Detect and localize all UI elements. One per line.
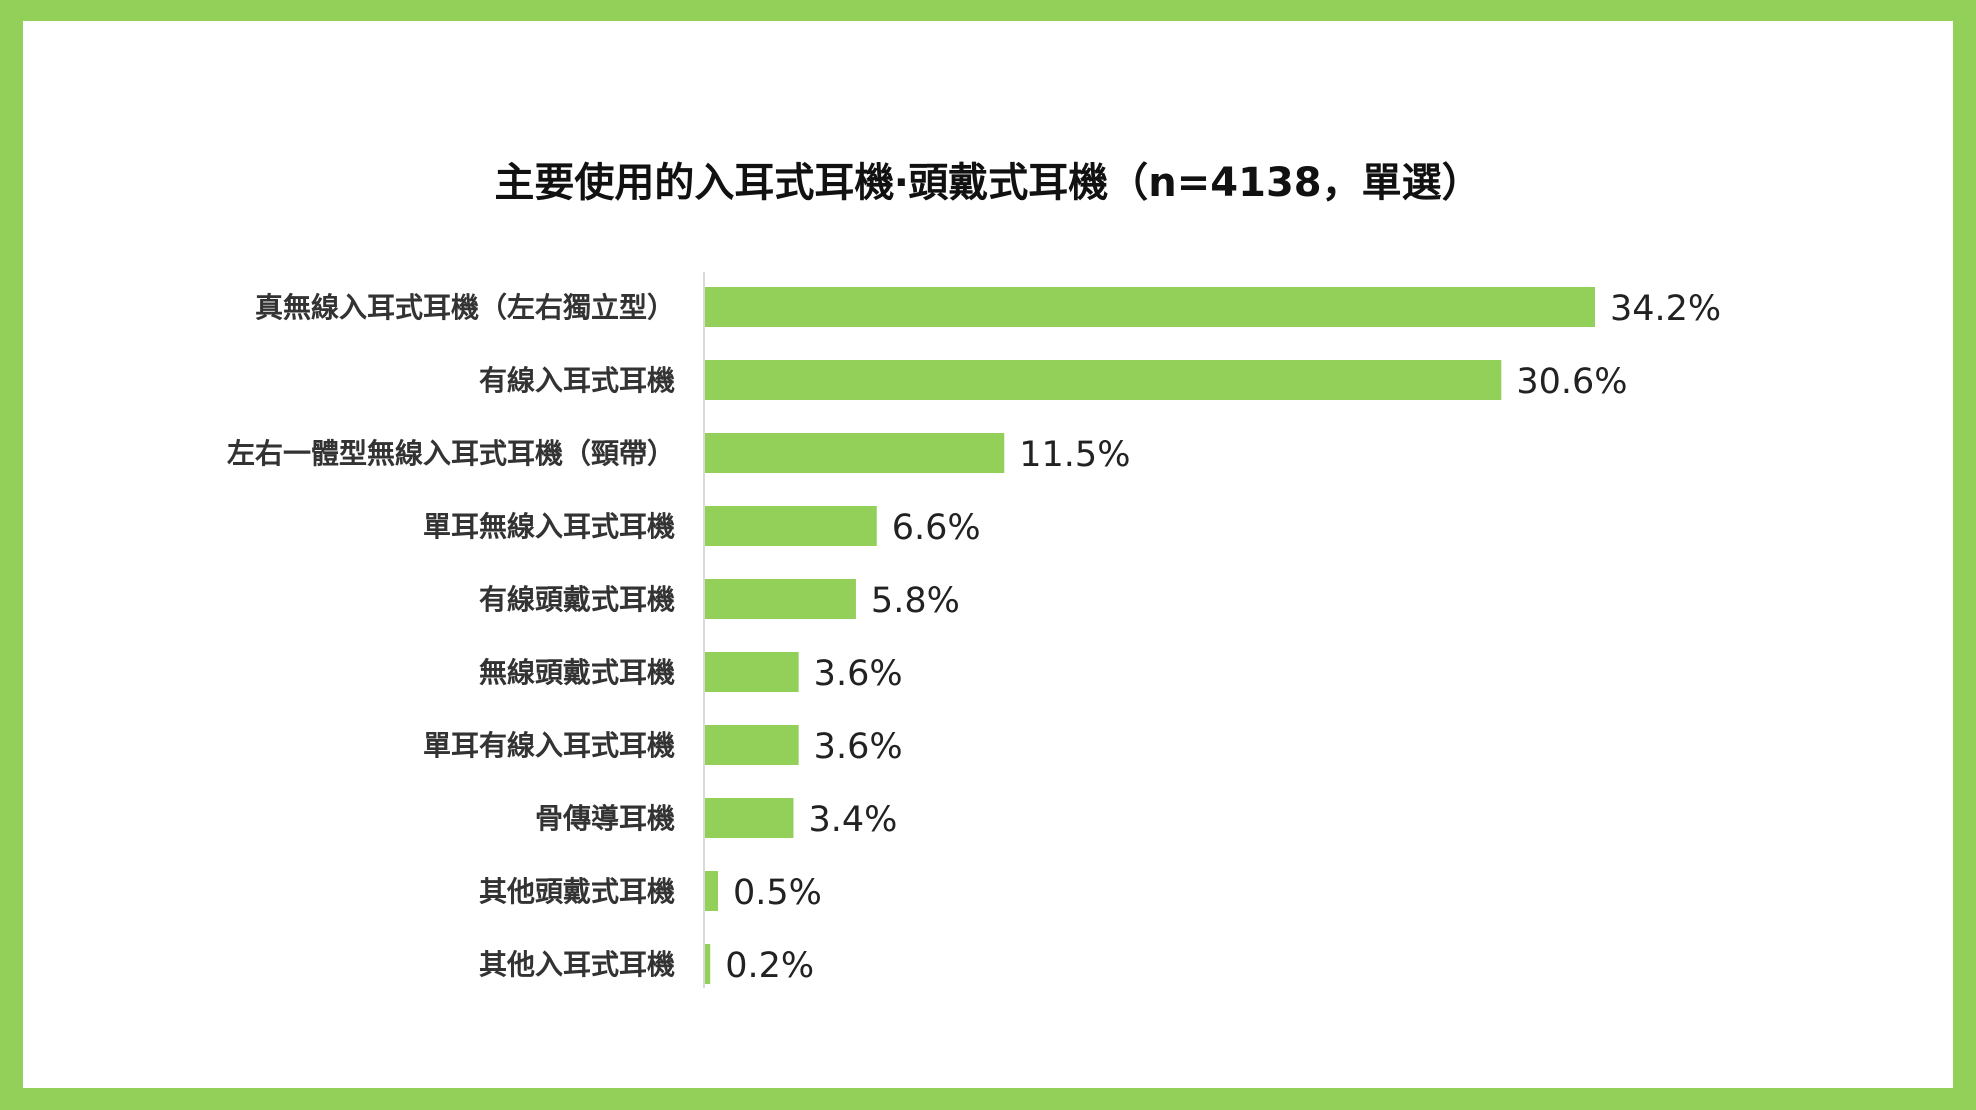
value-label: 0.2% — [725, 946, 814, 986]
bar — [705, 360, 1502, 400]
value-label: 11.5% — [1019, 435, 1130, 475]
value-label: 3.4% — [808, 800, 897, 840]
bar — [705, 287, 1595, 327]
category-label: 其他入耳式耳機 — [479, 948, 675, 981]
value-label: 5.8% — [871, 581, 960, 621]
bar — [705, 506, 877, 546]
value-label: 6.6% — [892, 508, 981, 548]
value-label: 34.2% — [1610, 289, 1721, 329]
bar — [705, 652, 799, 692]
bar — [705, 798, 794, 838]
bars-group: 真無線入耳式耳機（左右獨立型） 34.2% 有線入耳式耳機 30.6% 左右一體型無線入… — [227, 287, 1721, 986]
value-label: 3.6% — [814, 654, 903, 694]
chart-title: 主要使用的入耳式耳機‧頭戴式耳機（n=4138，單選） — [494, 160, 1482, 206]
category-label: 單耳有線入耳式耳機 — [423, 729, 675, 762]
category-label: 單耳無線入耳式耳機 — [423, 510, 675, 543]
category-label: 無線頭戴式耳機 — [479, 656, 675, 689]
category-label: 骨傳導耳機 — [535, 802, 675, 835]
value-label: 30.6% — [1516, 362, 1627, 402]
category-label: 其他頭戴式耳機 — [479, 875, 675, 908]
bar — [705, 871, 719, 911]
category-label: 真無線入耳式耳機（左右獨立型） — [255, 291, 675, 324]
value-label: 3.6% — [814, 727, 903, 767]
bar — [705, 725, 799, 765]
bar — [705, 433, 1005, 473]
category-label: 左右一體型無線入耳式耳機（頸帶） — [227, 437, 675, 470]
category-label: 有線入耳式耳機 — [479, 364, 675, 397]
bar — [705, 579, 856, 619]
category-label: 有線頭戴式耳機 — [479, 583, 675, 616]
bar — [705, 944, 711, 984]
value-label: 0.5% — [733, 873, 822, 913]
